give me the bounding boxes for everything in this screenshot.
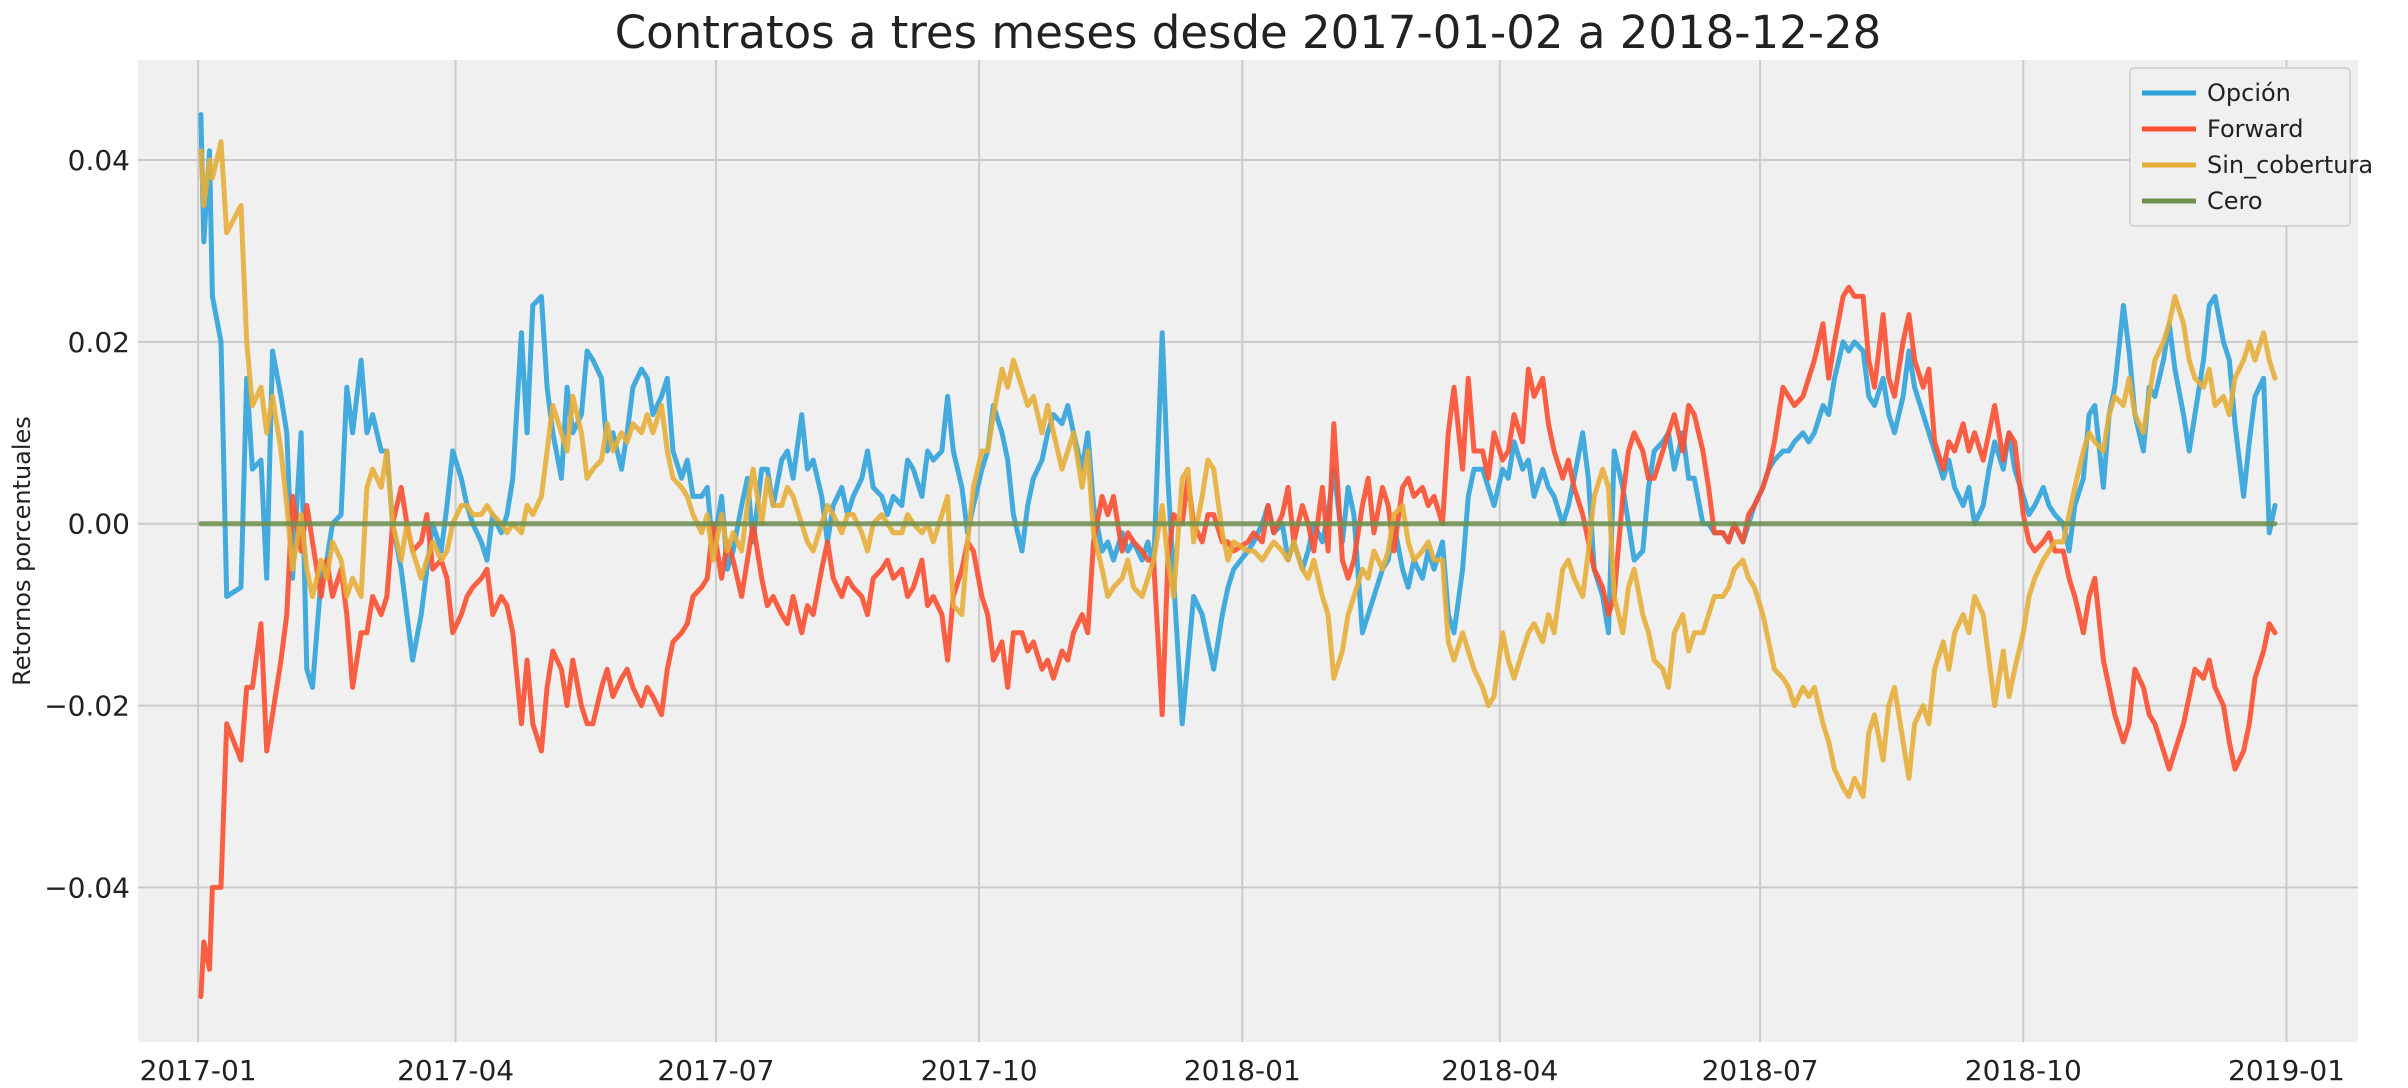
legend-label: Opción (2207, 79, 2291, 107)
x-tick-label: 2017-04 (397, 1054, 514, 1087)
x-tick-label: 2018-04 (1441, 1054, 1558, 1087)
x-tick-label: 2019-01 (2228, 1054, 2345, 1087)
legend-label: Forward (2207, 115, 2304, 143)
series-line-forward (198, 284, 2278, 999)
x-tick-label: 2017-01 (140, 1054, 257, 1087)
series-lines (198, 112, 2278, 999)
y-axis-label: Retornos porcentuales (8, 416, 36, 686)
series-line-opci-n (198, 112, 2278, 727)
y-tick-label: 0.02 (68, 326, 130, 359)
y-tick-label: −0.04 (44, 871, 130, 904)
series-line-sin-cobertura (198, 139, 2278, 799)
legend-box (2129, 67, 2351, 227)
x-tick-label: 2018-10 (1965, 1054, 2082, 1087)
legend: Opción Forward Sin_cobertura Cero (2129, 67, 2373, 227)
y-tick-label: 0.04 (68, 144, 130, 177)
x-tick-label: 2018-07 (1702, 1054, 1819, 1087)
tick-labels: 2017-01 2017-04 2017-07 2017-10 2018-01 2018-… (44, 144, 2345, 1087)
x-tick-label: 2017-10 (921, 1054, 1038, 1087)
legend-label: Sin_cobertura (2207, 151, 2373, 179)
legend-label: Cero (2207, 187, 2263, 215)
y-tick-label: −0.02 (44, 690, 130, 723)
chart-title: Contratos a tres meses desde 2017-01-02 … (615, 6, 1881, 59)
x-tick-label: 2018-01 (1184, 1054, 1301, 1087)
y-tick-label: 0.00 (68, 508, 130, 541)
x-tick-label: 2017-07 (657, 1054, 774, 1087)
